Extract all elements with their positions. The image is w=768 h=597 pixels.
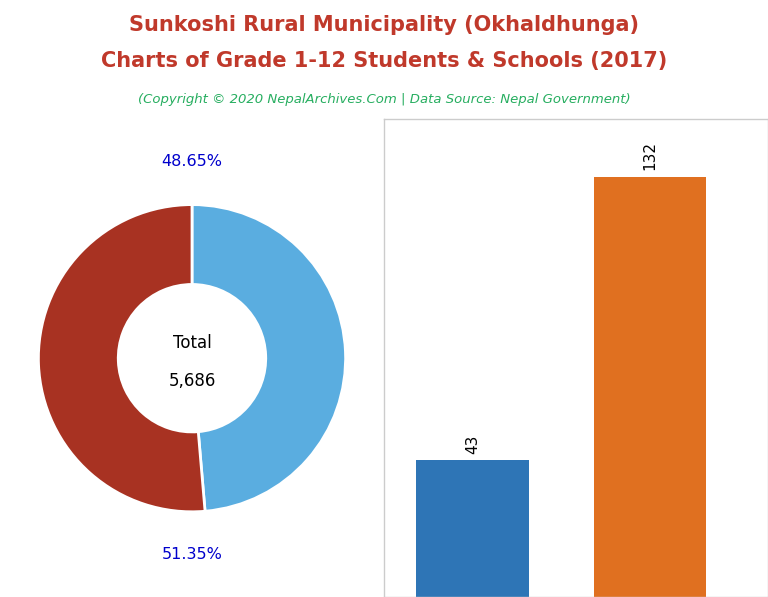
Wedge shape bbox=[38, 205, 205, 512]
Text: Sunkoshi Rural Municipality (Okhaldhunga): Sunkoshi Rural Municipality (Okhaldhunga… bbox=[129, 15, 639, 35]
Text: 51.35%: 51.35% bbox=[161, 547, 223, 562]
Bar bbox=[594, 177, 706, 597]
Text: 48.65%: 48.65% bbox=[161, 154, 223, 169]
Text: 5,686: 5,686 bbox=[168, 373, 216, 390]
Text: Total: Total bbox=[173, 334, 211, 352]
Wedge shape bbox=[192, 205, 346, 511]
Text: 132: 132 bbox=[642, 141, 657, 170]
Text: Charts of Grade 1-12 Students & Schools (2017): Charts of Grade 1-12 Students & Schools … bbox=[101, 51, 667, 71]
Text: (Copyright © 2020 NepalArchives.Com | Data Source: Nepal Government): (Copyright © 2020 NepalArchives.Com | Da… bbox=[137, 93, 631, 106]
Bar bbox=[416, 460, 528, 597]
Text: 43: 43 bbox=[465, 435, 480, 454]
